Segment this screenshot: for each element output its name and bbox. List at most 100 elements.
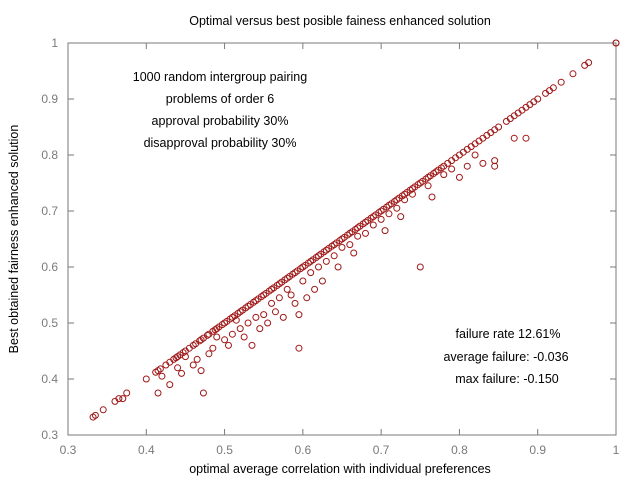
data-point (510, 134, 518, 142)
data-point (158, 372, 166, 380)
data-point (424, 182, 432, 190)
y-tick-label: 0.7 (41, 204, 58, 218)
data-point (193, 355, 201, 363)
data-point (91, 411, 99, 419)
data-point (377, 215, 385, 223)
data-point (455, 173, 463, 181)
y-tick-label: 0.3 (41, 428, 58, 442)
y-axis-label: Best obtained fairness enhanced solution (7, 125, 21, 354)
data-point (569, 70, 577, 78)
data-point (350, 249, 358, 257)
data-point (156, 365, 164, 373)
data-point (213, 333, 221, 341)
annotation-left-line: problems of order 6 (166, 92, 274, 106)
data-point (283, 285, 291, 293)
data-point (557, 78, 565, 86)
x-tick-label: 0.9 (529, 443, 546, 457)
annotation-left-line: approval probability 30% (152, 114, 289, 128)
data-point (268, 299, 276, 307)
data-point (224, 341, 232, 349)
data-point (495, 123, 503, 131)
data-point (549, 84, 557, 92)
data-point (142, 375, 150, 383)
data-point (154, 389, 162, 397)
data-point (115, 395, 123, 403)
data-point (291, 299, 299, 307)
x-tick-label: 0.3 (60, 443, 77, 457)
data-point (221, 336, 229, 344)
data-point (295, 344, 303, 352)
y-axis: 0.3 0.4 0.5 0.6 0.7 0.8 0.9 1 (41, 36, 616, 442)
data-point (318, 277, 326, 285)
data-point (522, 134, 530, 142)
data-point (307, 269, 315, 277)
annotation-right: failure rate 12.61% average failure: -0.… (443, 327, 568, 386)
data-point (199, 389, 207, 397)
data-point (203, 331, 211, 339)
data-point (287, 291, 295, 299)
average-failure-text: average failure: -0.036 (443, 350, 568, 364)
data-point (612, 39, 620, 47)
data-point (236, 325, 244, 333)
data-point (123, 389, 131, 397)
data-point (408, 190, 416, 198)
data-point (271, 308, 279, 316)
data-point (428, 193, 436, 201)
x-axis-label: optimal average correlation with individ… (189, 462, 491, 476)
data-point (279, 313, 287, 321)
data-point (369, 221, 377, 229)
data-point (295, 311, 303, 319)
failure-rate-text: failure rate 12.61% (456, 327, 561, 341)
data-point (346, 241, 354, 249)
data-point (393, 204, 401, 212)
data-point (322, 257, 330, 265)
data-point (174, 364, 182, 372)
data-point (440, 171, 448, 179)
data-point (189, 361, 197, 369)
y-tick-label: 1 (51, 36, 58, 50)
max-failure-text: max failure: -0.150 (455, 372, 559, 386)
data-point (534, 95, 542, 103)
data-point (228, 330, 236, 338)
data-points (89, 39, 620, 421)
annotation-left-line: 1000 random intergroup pairing (133, 70, 307, 84)
data-point (256, 325, 264, 333)
data-point (463, 162, 471, 170)
data-point (252, 313, 260, 321)
data-point (354, 232, 362, 240)
x-tick-label: 0.7 (373, 443, 390, 457)
data-point (334, 263, 342, 271)
data-point (385, 210, 393, 218)
data-point (275, 294, 283, 302)
data-point (479, 159, 487, 167)
x-tick-label: 0.5 (216, 443, 233, 457)
x-tick-label: 1 (613, 443, 620, 457)
chart-title: Optimal versus best posible fainess enha… (189, 14, 491, 28)
data-point (585, 59, 593, 67)
y-tick-label: 0.8 (41, 148, 58, 162)
plot-frame (67, 42, 617, 436)
data-point (197, 367, 205, 375)
data-point (401, 196, 409, 204)
x-axis: 0.3 0.4 0.5 0.6 0.7 0.8 0.9 1 (60, 43, 620, 457)
x-tick-label: 0.4 (138, 443, 155, 457)
y-tick-label: 0.9 (41, 92, 58, 106)
data-point (248, 341, 256, 349)
data-point (205, 350, 213, 358)
data-point (232, 316, 240, 324)
data-point (315, 263, 323, 271)
data-point (416, 263, 424, 271)
y-tick-label: 0.5 (41, 316, 58, 330)
data-point (361, 229, 369, 237)
data-point (299, 277, 307, 285)
data-point (311, 285, 319, 293)
data-point (471, 151, 479, 159)
data-point (209, 344, 217, 352)
x-tick-label: 0.8 (451, 443, 468, 457)
data-point (491, 162, 499, 170)
data-point (448, 165, 456, 173)
data-point (244, 319, 252, 327)
data-point (119, 395, 127, 403)
data-point (338, 243, 346, 251)
